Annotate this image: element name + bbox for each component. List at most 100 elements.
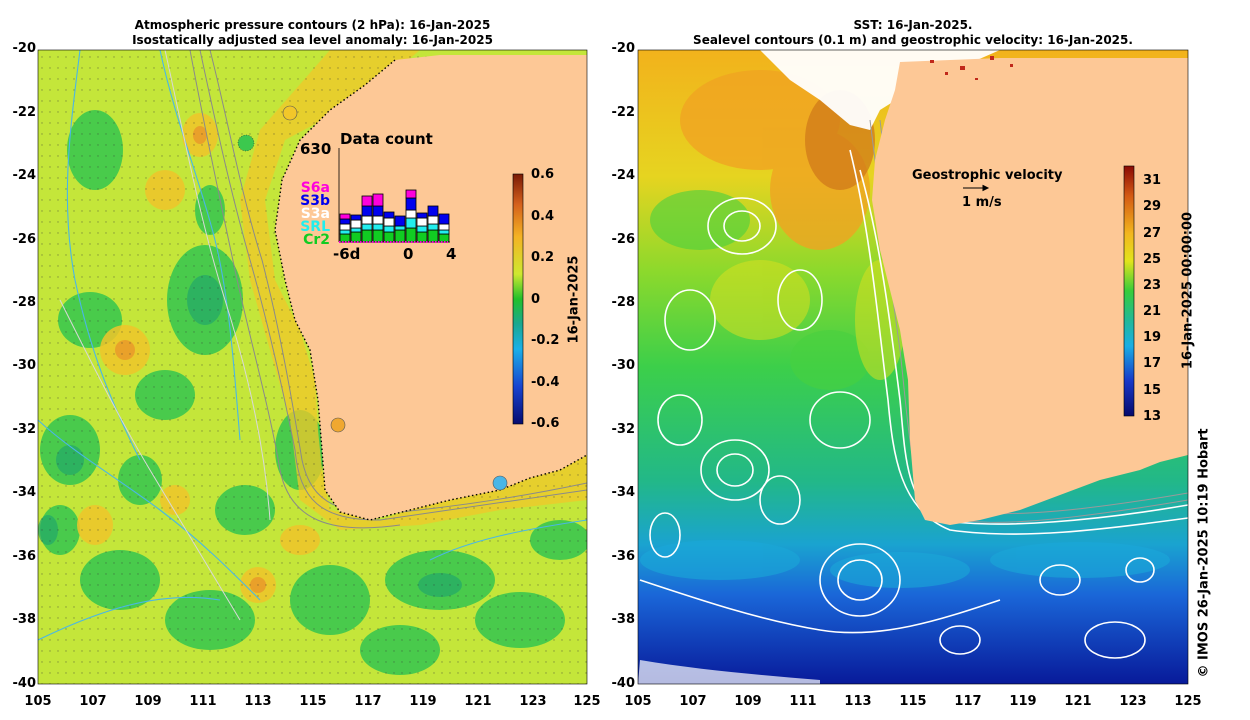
y-tick: -36 [611, 549, 636, 564]
colorbar-tick: -0.2 [531, 333, 560, 348]
data-count-max: 630 [300, 140, 332, 158]
colorbar-tick: 0.2 [531, 250, 555, 265]
colorbar-tick: 29 [1143, 199, 1162, 214]
colorbar-tick: 25 [1143, 252, 1162, 267]
y-tick: -32 [611, 422, 636, 437]
x-tick: 123 [519, 694, 547, 709]
data-count-bar-segment [427, 205, 439, 217]
data-count-bar-segment [438, 229, 450, 235]
x-tick: 111 [789, 694, 817, 709]
x-tick: 115 [899, 694, 927, 709]
colorbar-tick: -0.4 [531, 375, 560, 390]
x-tick: 123 [1119, 694, 1147, 709]
left-colorbar-label: 16-Jan-2025 [566, 255, 582, 344]
colorbar-tick: 0 [531, 292, 541, 307]
satellite-legend: S6a S3b S3a SRL Cr2 [290, 180, 334, 250]
data-count-bar-segment [416, 231, 428, 243]
y-tick: -40 [611, 676, 636, 691]
credit: © IMOS 26-Jan-2025 10:19 Hobart [1196, 428, 1212, 678]
colorbar-tick: 0.4 [531, 209, 555, 224]
velocity-label: Geostrophic velocity [912, 168, 1063, 183]
y-tick: -22 [611, 105, 636, 120]
y-tick: -32 [12, 422, 37, 437]
data-count-bar-segment [372, 205, 384, 217]
x-tick: 117 [354, 694, 382, 709]
data-count-bar-segment [372, 193, 384, 207]
data-count-bar-segment [438, 213, 450, 225]
data-count-bar-segment [416, 225, 428, 233]
data-count-bar-segment [427, 229, 439, 243]
legend-cr2: Cr2 [303, 232, 330, 248]
data-count-chart [338, 148, 450, 243]
data-count-bar-segment [394, 225, 406, 231]
x-tick: 121 [1064, 694, 1092, 709]
data-count-bar-segment [350, 219, 362, 229]
x-tick: 105 [624, 694, 652, 709]
data-count-bar-segment [438, 223, 450, 231]
x-tick: 109 [134, 694, 162, 709]
data-count-bar-segment [383, 231, 395, 243]
data-count-bar-segment [361, 229, 373, 243]
legend-s3a: S3a [300, 206, 330, 222]
colorbar-tick: 21 [1143, 304, 1162, 319]
data-count-bar-segment [383, 225, 395, 233]
y-tick: -30 [12, 358, 37, 373]
y-tick: -26 [12, 232, 37, 247]
data-count-bar-segment [405, 227, 417, 243]
data-count-bar-segment [361, 223, 373, 231]
data-count-bar-segment [361, 205, 373, 217]
data-count-bar-segment [438, 233, 450, 243]
x-tick: 121 [464, 694, 492, 709]
data-count-bar-segment [339, 218, 351, 225]
data-count-bar-segment [405, 209, 417, 219]
x-tick: 113 [244, 694, 272, 709]
data-count-bar-segment [372, 215, 384, 225]
legend-s6a: S6a [300, 180, 330, 196]
y-tick: -22 [12, 105, 37, 120]
data-count-bar-segment [383, 211, 395, 219]
y-tick: -28 [12, 295, 37, 310]
left-map [38, 50, 587, 684]
data-count-bar-segment [350, 231, 362, 243]
x-tick: 119 [1009, 694, 1037, 709]
right-map [638, 50, 1188, 684]
colorbar-tick: 13 [1143, 409, 1162, 424]
colorbar-tick: 31 [1143, 173, 1162, 188]
y-tick: -36 [12, 549, 37, 564]
data-count-title: Data count [340, 130, 433, 148]
x-tick: 111 [189, 694, 217, 709]
x-tick: 117 [954, 694, 982, 709]
y-tick: -26 [611, 232, 636, 247]
right-title-2: Sealevel contours (0.1 m) and geostrophi… [693, 33, 1133, 47]
x-tick: 107 [79, 694, 107, 709]
y-tick: -40 [12, 676, 37, 691]
legend-s3b: S3b [300, 193, 330, 209]
data-count-x-min: -6d [333, 245, 361, 263]
data-count-bar-segment [427, 223, 439, 231]
left-title-1: Atmospheric pressure contours (2 hPa): 1… [134, 18, 491, 32]
x-tick: 105 [24, 694, 52, 709]
data-count-bar-segment [394, 215, 406, 227]
left-title-2: Isostatically adjusted sea level anomaly… [132, 33, 493, 47]
data-count-bar-segment [350, 214, 362, 221]
data-count-bar-segment [339, 223, 351, 231]
colorbar-tick: 23 [1143, 278, 1162, 293]
data-count-bar-segment [416, 212, 428, 219]
data-count-bar-segment [361, 195, 373, 207]
data-count-bar-segment [372, 223, 384, 231]
data-count-x-zero: 0 [403, 245, 414, 263]
colorbar-tick: 17 [1143, 356, 1162, 371]
data-count-bar-segment [405, 189, 417, 199]
x-tick: 125 [1174, 694, 1202, 709]
left-colorbar [512, 173, 524, 425]
y-tick: -38 [611, 612, 636, 627]
y-tick: -20 [611, 41, 636, 56]
y-tick: -20 [12, 41, 37, 56]
data-count-bar-segment [372, 229, 384, 243]
x-tick: 125 [573, 694, 601, 709]
colorbar-tick: 15 [1143, 383, 1162, 398]
data-count-bar-segment [394, 229, 406, 243]
colorbar-tick: -0.6 [531, 416, 560, 431]
right-colorbar-label: 16-Jan-2025 00:00:00 [1180, 211, 1196, 370]
